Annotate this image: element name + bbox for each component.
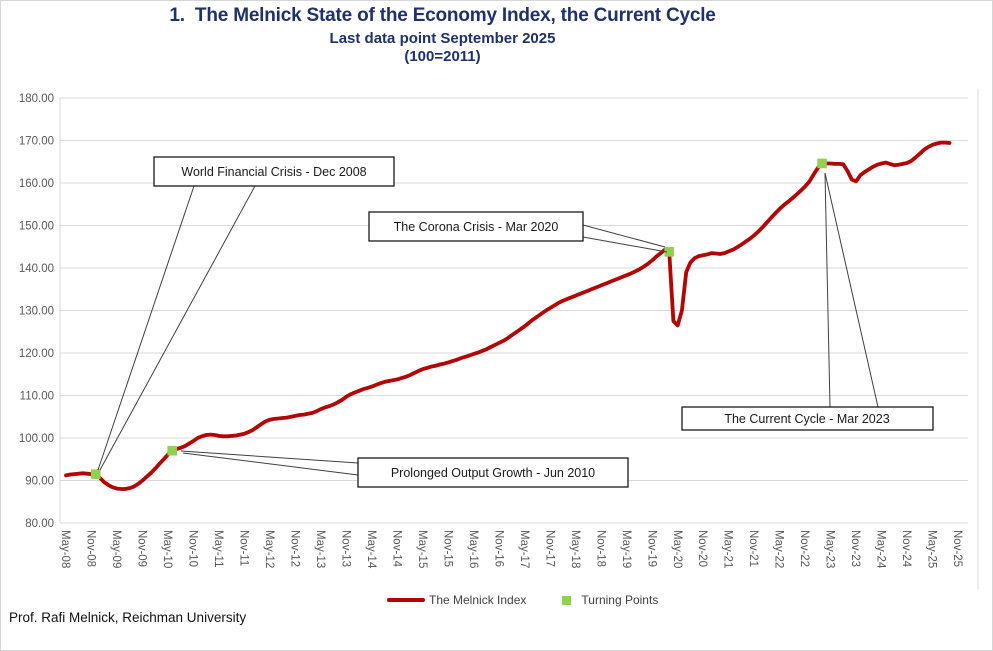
turning-point-marker-Dec-08 <box>90 469 101 479</box>
leader-prolonged-1 <box>180 450 359 464</box>
y-tick-label: 100.00 <box>19 433 54 445</box>
turning-points <box>90 158 827 479</box>
y-tick-label: 180.00 <box>19 93 54 105</box>
gridlines <box>59 89 979 589</box>
annotation-world-financial-crisis: World Financial Crisis - Dec 2008 <box>153 156 395 187</box>
y-tick-label: 140.00 <box>19 263 54 275</box>
annotation-current-cycle: The Current Cycle - Mar 2023 <box>681 406 934 431</box>
x-tick-label: May-13 <box>314 530 326 568</box>
x-tick-label: Nov-08 <box>85 530 97 567</box>
leader-current-2 <box>824 172 879 408</box>
x-tick-label: May-20 <box>671 530 683 568</box>
annotation-box <box>681 406 934 431</box>
y-tick-label: 120.00 <box>19 348 54 360</box>
turning-point-marker-Mar-23 <box>817 158 827 169</box>
x-tick-label: Nov-13 <box>339 530 351 567</box>
x-tick-label: May-11 <box>212 530 224 568</box>
chart-title-block: 1. The Melnick State of the Economy Inde… <box>1 5 884 65</box>
x-tick-label: Nov-18 <box>594 530 606 567</box>
x-tick-label: May-22 <box>773 530 785 568</box>
y-axis-labels: 80.00 90.00 100.00 110.00 120.00 130.00 140.00… <box>19 93 54 530</box>
annotation-label: Prolonged Output Growth - Jun 2010 <box>391 466 595 480</box>
x-axis-labels: May-08 Nov-08 May-09 Nov-09 May-10 Nov-10 May-… <box>59 530 963 569</box>
x-tick-label: Nov-22 <box>798 530 810 567</box>
x-tick-label: Nov-10 <box>187 530 199 567</box>
leader-prolonged-2 <box>182 452 359 476</box>
x-tick-label: Nov-12 <box>288 530 300 567</box>
x-tick-label: Nov-25 <box>951 530 963 567</box>
x-tick-label: May-08 <box>59 530 71 568</box>
x-tick-label: Nov-23 <box>849 530 861 567</box>
x-tick-label: Nov-19 <box>645 530 657 567</box>
x-tick-label: May-21 <box>722 530 734 568</box>
turning-point-marker-Mar-20 <box>664 247 674 257</box>
x-tick-label: May-19 <box>620 530 632 568</box>
x-tick-label: Nov-21 <box>747 530 759 567</box>
chart-subtitle: Last data point September 2025 <box>329 30 556 47</box>
x-tick-label: May-24 <box>875 530 887 569</box>
annotation-corona-crisis: The Corona Crisis - Mar 2020 <box>368 211 584 242</box>
x-tick-label: Nov-24 <box>900 530 912 568</box>
x-tick-label: Nov-14 <box>390 530 402 568</box>
x-tick-label: May-15 <box>416 530 428 568</box>
annotation-box <box>153 156 395 187</box>
y-tick-label: 110.00 <box>20 391 54 403</box>
x-tick-label: Nov-17 <box>543 530 555 567</box>
y-tick-label: 90.00 <box>25 476 54 488</box>
x-tick-label: May-23 <box>824 530 836 568</box>
x-tick-label: May-25 <box>926 530 938 568</box>
annotation-label: World Financial Crisis - Dec 2008 <box>181 165 366 179</box>
annotation-label: The Current Cycle - Mar 2023 <box>724 412 889 426</box>
leader-current-1 <box>824 172 831 408</box>
turning-points-swatch <box>562 595 572 605</box>
y-tick-label: 130.00 <box>19 306 54 318</box>
y-tick-label: 150.00 <box>19 221 54 233</box>
legend-label-melnick-index: The Melnick Index <box>429 593 527 607</box>
y-tick-label: 170.00 <box>19 136 54 148</box>
x-tick-label: Nov-11 <box>237 530 249 566</box>
annotation-prolonged-output-growth: Prolonged Output Growth - Jun 2010 <box>357 457 629 488</box>
annotation-box <box>357 457 629 488</box>
annotation-box <box>368 211 584 242</box>
x-tick-label: May-10 <box>161 530 173 568</box>
x-tick-label: Nov-20 <box>696 530 708 567</box>
turning-point-marker-Jun-10 <box>167 445 177 456</box>
y-tick-label: 160.00 <box>19 178 54 190</box>
x-tick-label: May-16 <box>467 530 479 568</box>
leader-wfc-2 <box>99 185 256 471</box>
leader-corona-2 <box>582 236 668 253</box>
melnick-index-series <box>64 140 952 491</box>
x-tick-label: May-09 <box>110 530 122 568</box>
x-tick-label: Nov-16 <box>492 530 504 567</box>
melnick-index-line <box>64 140 952 491</box>
x-tick-label: May-12 <box>263 530 275 568</box>
leader-corona-1 <box>582 224 666 248</box>
chart-legend: The Melnick Index Turning Points <box>387 593 658 607</box>
author-credit: Prof. Rafi Melnick, Reichman University <box>9 610 247 625</box>
chart-title: 1. The Melnick State of the Economy Inde… <box>169 5 716 26</box>
x-tick-label: May-17 <box>518 530 530 568</box>
x-tick-label: Nov-15 <box>441 530 453 567</box>
annotation-leader-lines <box>97 172 879 476</box>
x-tick-label: May-14 <box>365 530 377 569</box>
annotation-label: The Corona Crisis - Mar 2020 <box>394 220 559 234</box>
y-tick-label: 80.00 <box>25 518 54 530</box>
x-tick-label: Nov-09 <box>136 530 148 567</box>
legend-label-turning-points: Turning Points <box>581 593 659 607</box>
melnick-index-line-swatch <box>387 598 425 602</box>
chart-subtitle-base-year: (100=2011) <box>404 48 481 65</box>
x-tick-label: May-18 <box>569 530 581 568</box>
leader-wfc-1 <box>97 185 195 471</box>
